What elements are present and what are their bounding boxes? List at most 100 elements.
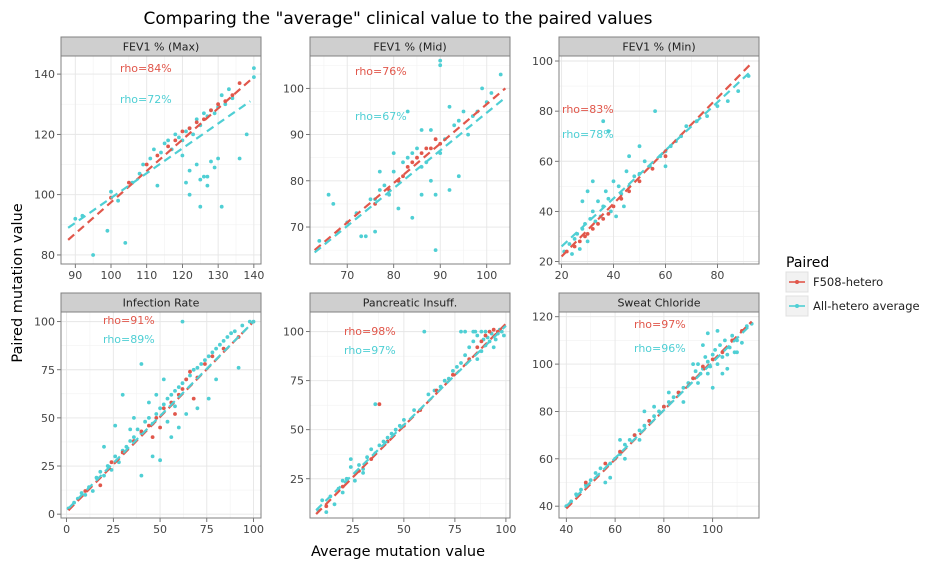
data-point [447, 188, 452, 192]
data-point [173, 389, 177, 393]
data-point [603, 480, 608, 485]
x-tick-label: 60 [608, 523, 622, 536]
data-point [244, 132, 249, 137]
data-point [585, 189, 590, 194]
rho-annotation-f508-hetero: rho=83% [562, 103, 614, 116]
data-point [725, 99, 730, 103]
data-point [624, 169, 629, 174]
data-point [720, 371, 725, 376]
data-point [583, 234, 587, 239]
data-point [132, 435, 136, 439]
data-point [212, 111, 217, 116]
panel-border [60, 55, 262, 265]
x-tick-label: 100 [702, 523, 723, 536]
y-tick-label: 80 [41, 249, 55, 262]
data-point [161, 406, 166, 411]
data-point [152, 147, 156, 152]
data-point [475, 333, 480, 338]
data-point [326, 192, 331, 197]
y-tick-label: 40 [539, 500, 553, 513]
data-point [652, 404, 656, 409]
data-point [483, 333, 488, 338]
data-point [188, 369, 192, 374]
data-point [429, 146, 433, 151]
data-point [357, 463, 361, 467]
data-point [623, 456, 627, 461]
panel-border [309, 311, 511, 519]
data-point [632, 174, 637, 179]
facet-title: Sweat Chloride [617, 297, 700, 310]
data-point [583, 480, 588, 485]
data-point [447, 104, 452, 109]
data-point [483, 329, 488, 334]
data-point [489, 91, 494, 95]
data-point [419, 192, 424, 197]
data-point [637, 438, 642, 442]
data-point [184, 412, 189, 416]
legend-entry-all-hetero-average[interactable]: All-hetero average [785, 295, 920, 317]
data-point [232, 329, 237, 334]
data-point [471, 329, 476, 334]
rho-annotation-all-hetero-average: rho=67% [355, 110, 407, 123]
x-tick-label: 100 [101, 269, 122, 282]
data-point [209, 108, 213, 113]
data-point [647, 419, 652, 423]
data-point [713, 348, 717, 352]
x-tick-label: 100 [243, 523, 264, 536]
data-point [710, 352, 715, 357]
data-point [150, 435, 155, 439]
data-point [148, 156, 153, 161]
data-point [230, 93, 235, 98]
data-point [191, 396, 196, 401]
data-point [642, 159, 647, 164]
data-point [191, 132, 196, 137]
data-point [618, 438, 622, 442]
legend-entry-f508-hetero[interactable]: F508-hetero [785, 271, 883, 293]
data-point [725, 352, 730, 357]
data-point [194, 117, 199, 122]
series-all-hetero-average [317, 58, 503, 253]
data-point [637, 144, 642, 149]
data-point [696, 362, 700, 366]
data-point [216, 102, 221, 107]
data-point [180, 129, 185, 134]
x-tick-label: 80 [710, 269, 724, 282]
data-point [391, 151, 396, 156]
data-point [132, 416, 136, 420]
series-all-hetero-average [316, 327, 506, 514]
fit-line-all-hetero-average [565, 323, 753, 507]
data-point [187, 168, 192, 173]
x-axis-label: Average mutation value [311, 544, 485, 560]
x-tick-label: 50 [153, 523, 167, 536]
data-point [572, 237, 577, 241]
data-point [627, 438, 632, 442]
data-point [693, 369, 698, 374]
y-tick-label: 40 [539, 205, 553, 218]
data-point [209, 159, 213, 164]
data-point [451, 369, 455, 373]
data-point [373, 229, 377, 234]
data-point [426, 392, 431, 397]
panel-border [309, 55, 511, 265]
x-tick-label: 90 [433, 269, 447, 282]
data-point [155, 153, 160, 158]
data-point [165, 419, 170, 424]
fit-line-f508-hetero [67, 79, 252, 241]
data-point [353, 478, 357, 483]
data-point [627, 189, 631, 194]
y-axis-label: Paired mutation value [10, 203, 26, 362]
data-point [227, 87, 231, 92]
data-point [632, 433, 637, 437]
data-point [176, 385, 181, 389]
data-point [202, 174, 206, 179]
data-point [579, 487, 583, 492]
data-point [169, 435, 174, 439]
y-tick-label: 75 [290, 375, 304, 388]
data-point [662, 404, 666, 409]
data-point [603, 189, 608, 194]
panel-sweat-chloride: Sweat Chloride 40 60 80 100 40 60 80 100 120 rho=9… [532, 292, 760, 536]
x-tick-label: 80 [387, 269, 401, 282]
data-point [230, 96, 235, 101]
data-point [401, 174, 405, 179]
data-point [463, 329, 467, 334]
